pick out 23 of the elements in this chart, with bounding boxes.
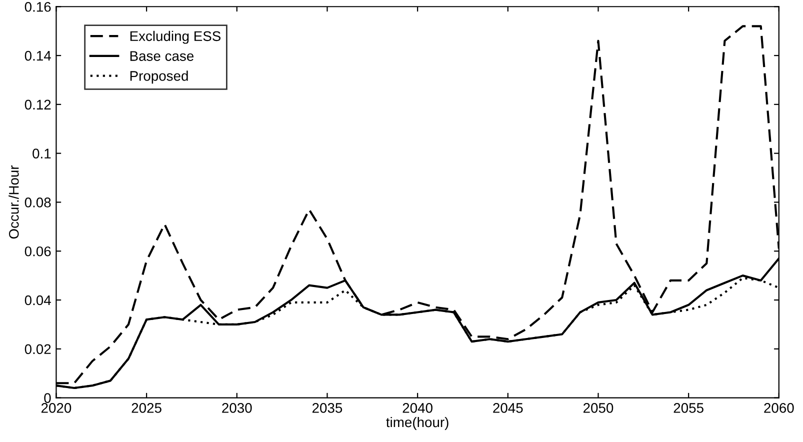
x-tick-label: 2030 — [222, 403, 252, 413]
x-tick-label: 2025 — [132, 403, 162, 413]
x-tick-label: 2035 — [312, 403, 342, 413]
y-tick-label: 0.06 — [24, 246, 51, 256]
x-tick-label: 2020 — [41, 403, 72, 413]
legend-label: Proposed — [130, 70, 188, 84]
legend-label: Excluding ESS — [130, 30, 221, 44]
y-tick-label: 0.1 — [32, 148, 51, 158]
y-tick-label: 0 — [44, 393, 51, 403]
y-axis-title: Occur./Hour — [8, 165, 19, 239]
x-tick-label: 2045 — [493, 403, 523, 413]
y-tick-label: 0.12 — [24, 100, 51, 110]
y-tick-label: 0.04 — [24, 295, 51, 306]
x-tick-label: 2040 — [402, 403, 432, 413]
y-tick-label: 0.08 — [24, 198, 51, 208]
y-tick-label: 0.16 — [24, 2, 51, 12]
y-tick-label: 0.14 — [24, 50, 51, 61]
x-axis-title: time(hour) — [386, 416, 448, 430]
x-tick-label: 2060 — [764, 403, 794, 413]
legend-label: Base case — [130, 51, 194, 61]
x-tick-label: 2055 — [674, 403, 704, 413]
y-tick-label: 0.02 — [24, 344, 51, 354]
x-tick-label: 2050 — [583, 403, 614, 413]
